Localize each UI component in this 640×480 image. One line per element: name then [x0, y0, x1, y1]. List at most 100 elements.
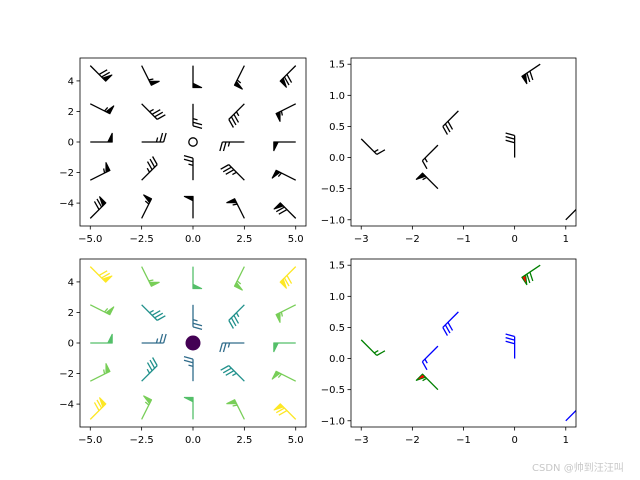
barb-20	[273, 403, 297, 420]
barb-23	[275, 304, 297, 323]
barb-5	[521, 264, 541, 286]
x-tick-label: −3	[354, 435, 369, 446]
x-tick-label: 5.0	[288, 234, 304, 245]
barb-16	[220, 365, 245, 382]
y-tick-label: −2	[59, 168, 74, 179]
barb-4	[505, 132, 516, 158]
y-tick-label: 2	[68, 308, 74, 319]
barb-1	[421, 144, 439, 170]
subplot-2: −3 −2 −1 0 1 −1.0 −0.5 0.0 0.5 1.0 1.5	[321, 57, 577, 245]
y-tick-label: −4	[59, 199, 74, 210]
barb-17	[219, 342, 245, 353]
barb-6	[565, 202, 576, 221]
y-tick-label: −0.5	[321, 184, 345, 195]
barb-10	[183, 396, 194, 420]
barb-calm-12	[185, 335, 201, 351]
y-tick-label: −4	[59, 400, 74, 411]
y-tick-label: 0.5	[329, 323, 345, 334]
barb-1	[421, 345, 439, 371]
barb-3	[415, 373, 439, 391]
barb-9	[141, 65, 160, 86]
x-tick-label: −1	[456, 234, 471, 245]
barbs	[89, 65, 297, 219]
subplot-4: −3 −2 −1 0 1 −1.0 −0.5 0.0 0.5 1.0 1.5	[321, 258, 577, 446]
barb-5	[521, 63, 541, 85]
barb-2	[442, 110, 459, 135]
barb-1	[89, 162, 111, 181]
x-tick-label: 1	[563, 234, 569, 245]
barb-5	[141, 395, 153, 420]
y-tick-label: 1.5	[329, 60, 345, 71]
barb-1	[89, 363, 111, 382]
y-tick-label: 1.0	[329, 292, 345, 303]
barb-11	[183, 155, 194, 181]
barb-3	[89, 304, 115, 316]
y-tick-label: −1.0	[321, 416, 345, 427]
barb-20	[273, 202, 297, 219]
barb-0	[89, 196, 107, 219]
x-tick-label: −5.0	[78, 234, 102, 245]
barb-22	[273, 141, 296, 152]
barbs	[360, 264, 576, 422]
barb-4	[505, 333, 516, 359]
barb-6	[565, 403, 576, 422]
barb-23	[275, 103, 297, 122]
barb-16	[220, 164, 245, 181]
barb-6	[141, 156, 158, 181]
y-tick-label: 0	[68, 138, 74, 149]
y-tick-label: 0	[68, 339, 74, 350]
barb-13	[192, 304, 203, 330]
y-tick-label: −2	[59, 369, 74, 380]
x-tick-label: 1	[563, 435, 569, 446]
x-tick-label: −5.0	[78, 435, 102, 446]
barb-18	[228, 103, 245, 128]
barb-14	[192, 266, 203, 290]
barb-17	[219, 141, 245, 152]
y-tick-label: 2	[68, 107, 74, 118]
axes-frame	[350, 258, 577, 428]
y-tick-label: 1.0	[329, 91, 345, 102]
barbs	[360, 63, 576, 221]
barb-22	[273, 342, 296, 353]
barb-10	[183, 195, 194, 219]
barb-2	[90, 333, 113, 344]
barb-2	[442, 311, 459, 336]
barb-24	[279, 65, 297, 88]
y-tick-label: −1.0	[321, 215, 345, 226]
barb-7	[141, 333, 167, 344]
barb-4	[89, 266, 113, 283]
barb-3	[89, 103, 115, 115]
barb-5	[141, 194, 153, 219]
barb-12	[188, 137, 198, 147]
barb-13	[192, 103, 203, 129]
barb-7	[141, 132, 167, 143]
barb-0	[360, 138, 386, 156]
barb-3	[415, 172, 439, 190]
barb-21	[271, 370, 297, 382]
x-tick-label: −2.5	[129, 234, 153, 245]
barb-19	[233, 65, 245, 90]
barb-19	[233, 266, 245, 291]
watermark: CSDN @帅到汪汪叫	[532, 461, 624, 474]
subplot-1: −5.0 −2.5 0.0 2.5 5.0 −4 −2 0 2 4	[59, 57, 307, 245]
barb-15	[226, 198, 245, 219]
x-tick-label: −1	[456, 435, 471, 446]
y-tick-label: 1.5	[329, 261, 345, 272]
x-tick-label: 0	[511, 234, 517, 245]
y-tick-label: 4	[68, 277, 74, 288]
y-tick-label: 0.0	[329, 354, 345, 365]
x-tick-label: −3	[354, 234, 369, 245]
barb-21	[271, 169, 297, 181]
barb-8	[141, 103, 166, 120]
x-tick-label: −2.5	[129, 435, 153, 446]
barb-6	[141, 357, 158, 382]
x-tick-label: 5.0	[288, 435, 304, 446]
barbs	[89, 266, 297, 420]
barb-8	[141, 304, 166, 321]
barb-11	[183, 356, 194, 382]
barb-4	[89, 65, 113, 82]
x-tick-label: 2.5	[236, 435, 252, 446]
x-tick-label: −2	[405, 435, 420, 446]
y-tick-label: 0.5	[329, 122, 345, 133]
